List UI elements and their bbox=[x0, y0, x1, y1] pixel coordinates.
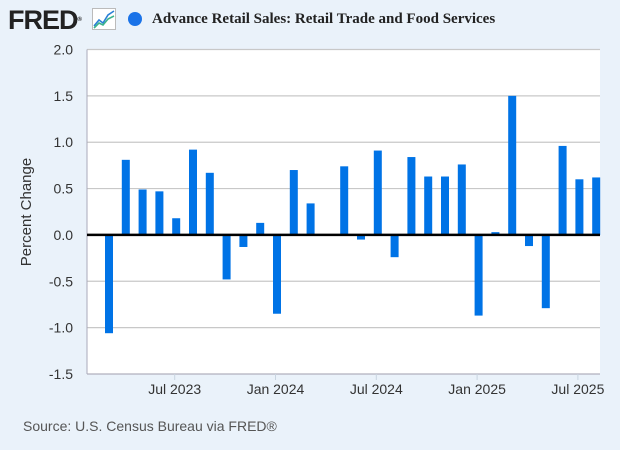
bar[interactable] bbox=[222, 234, 231, 280]
bar[interactable] bbox=[541, 234, 550, 309]
bar[interactable] bbox=[508, 95, 517, 235]
source-note: Source: U.S. Census Bureau via FRED® bbox=[23, 418, 277, 434]
fred-logo[interactable]: FRED® bbox=[8, 5, 82, 35]
x-tick-label: Jul 2025 bbox=[551, 381, 604, 397]
bar[interactable] bbox=[289, 170, 298, 235]
bar[interactable] bbox=[340, 166, 349, 235]
bar[interactable] bbox=[239, 234, 248, 247]
bar[interactable] bbox=[306, 203, 315, 235]
y-tick-label: 2.0 bbox=[54, 42, 74, 58]
x-tick-label: Jul 2023 bbox=[148, 381, 201, 397]
y-tick-label: 0.5 bbox=[54, 181, 74, 197]
bar[interactable] bbox=[256, 222, 265, 235]
x-tick-label: Jul 2024 bbox=[350, 381, 403, 397]
series-title[interactable]: Advance Retail Sales: Retail Trade and F… bbox=[152, 11, 496, 27]
bar[interactable] bbox=[407, 157, 416, 235]
logo-registered-mark: ® bbox=[77, 17, 82, 23]
x-tick-label: Jan 2024 bbox=[247, 381, 305, 397]
bar[interactable] bbox=[457, 164, 466, 235]
y-axis-ticks: 2.0 1.5 1.0 0.5 0.0 -0.5 -1.0 -1.5 bbox=[49, 42, 73, 383]
bar[interactable] bbox=[189, 149, 197, 235]
chart-header: FRED® Advance Retail Sales: Retail Trade… bbox=[0, 0, 620, 40]
bar[interactable] bbox=[390, 234, 399, 258]
bar[interactable] bbox=[155, 191, 164, 235]
bar[interactable] bbox=[373, 150, 382, 235]
bar[interactable] bbox=[172, 218, 181, 235]
line-chart-icon bbox=[92, 8, 116, 30]
bar[interactable] bbox=[205, 172, 214, 235]
legend-marker bbox=[128, 12, 142, 26]
y-tick-label: -1.5 bbox=[49, 366, 73, 382]
bar[interactable] bbox=[273, 234, 281, 314]
bar[interactable] bbox=[592, 177, 601, 235]
bar[interactable] bbox=[138, 189, 147, 235]
bar[interactable] bbox=[525, 234, 533, 247]
bar[interactable] bbox=[121, 159, 130, 235]
bar[interactable] bbox=[357, 234, 365, 240]
y-tick-label: 0.0 bbox=[54, 227, 74, 243]
y-axis-label: Percent Change bbox=[18, 158, 35, 266]
bar[interactable] bbox=[491, 232, 500, 235]
bars bbox=[87, 95, 601, 334]
bar[interactable] bbox=[424, 176, 433, 235]
bar[interactable] bbox=[441, 176, 449, 235]
y-tick-label: 1.5 bbox=[54, 88, 74, 104]
bar[interactable] bbox=[558, 145, 567, 235]
x-axis-ticks: Jul 2023 Jan 2024 Jul 2024 Jan 2025 Jul 2025 bbox=[148, 374, 605, 397]
x-tick-label: Jan 2025 bbox=[448, 381, 506, 397]
y-tick-label: 1.0 bbox=[54, 134, 74, 150]
logo-text: FRED bbox=[8, 5, 78, 35]
y-tick-label: -1.0 bbox=[49, 320, 73, 336]
bar[interactable] bbox=[575, 179, 584, 235]
y-tick-label: -0.5 bbox=[49, 273, 73, 289]
bar[interactable] bbox=[105, 234, 113, 334]
bar[interactable] bbox=[474, 234, 483, 316]
